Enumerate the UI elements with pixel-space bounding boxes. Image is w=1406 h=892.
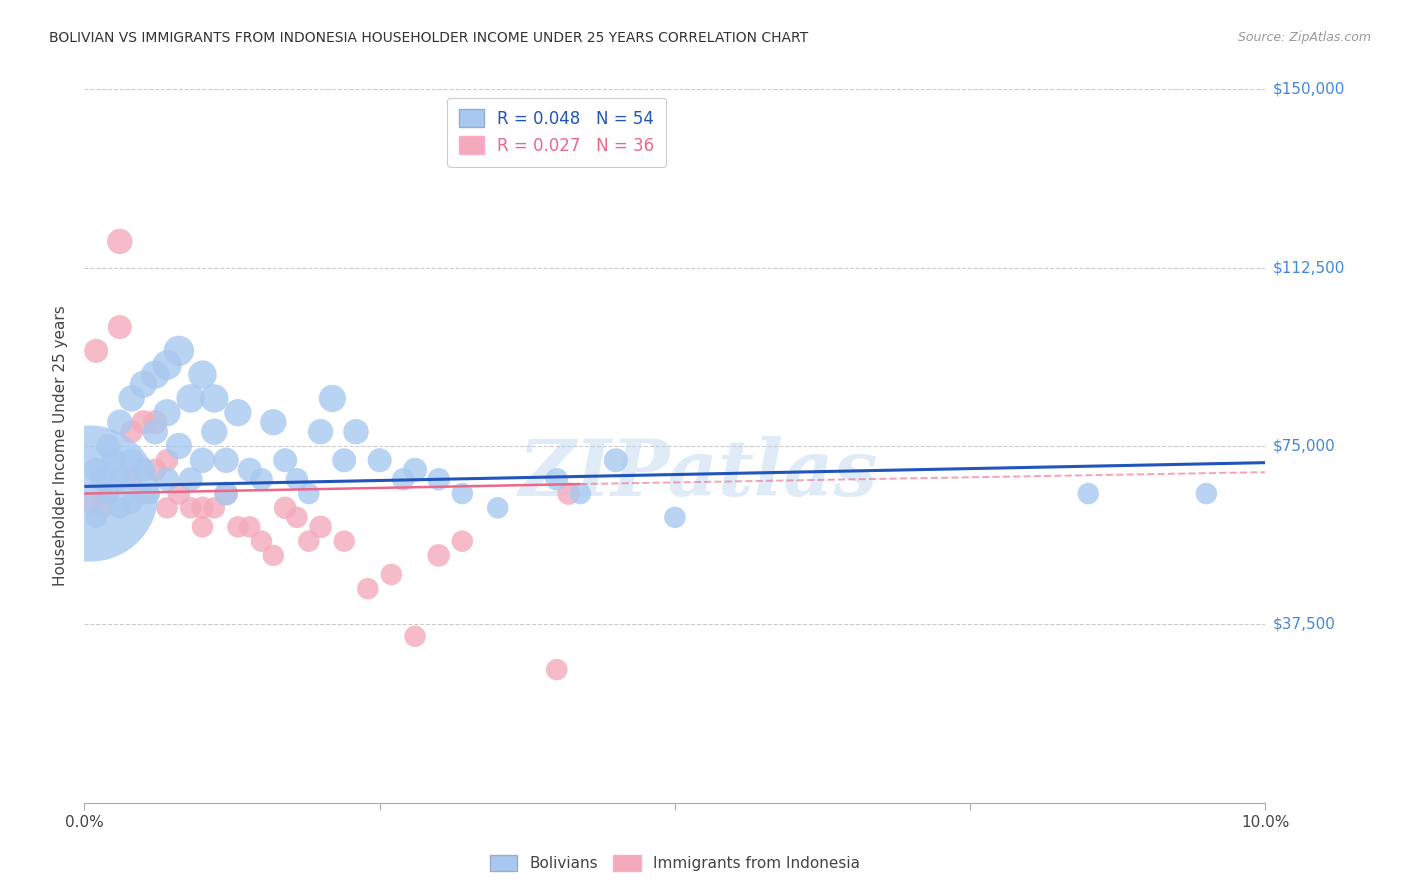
Point (121, 453, 143, 467)
Point (1077, 486, 1099, 500)
Legend: Bolivians, Immigrants from Indonesia: Bolivians, Immigrants from Indonesia (484, 849, 866, 877)
Point (132, 486, 155, 500)
Point (91, 472, 114, 486)
Text: Source: ZipAtlas.com: Source: ZipAtlas.com (1237, 31, 1371, 45)
Point (108, 320, 131, 334)
Point (368, 453, 391, 467)
Point (121, 496, 143, 510)
Point (84, 343, 107, 358)
Text: ZIPatlas: ZIPatlas (519, 436, 879, 513)
Point (167, 486, 190, 500)
Point (191, 520, 214, 534)
Point (156, 358, 179, 372)
Point (250, 472, 273, 486)
Point (605, 453, 627, 467)
Point (79, 486, 101, 500)
Point (262, 415, 284, 429)
Point (108, 235, 131, 249)
Point (97, 486, 120, 500)
Point (215, 486, 238, 500)
Point (333, 534, 356, 549)
Point (239, 463, 262, 477)
Point (321, 392, 343, 406)
Point (202, 392, 225, 406)
Point (138, 486, 160, 500)
Point (202, 425, 225, 439)
Point (143, 368, 166, 382)
Point (546, 472, 568, 486)
Point (180, 500, 202, 515)
Point (132, 377, 155, 392)
Point (97, 486, 120, 500)
Point (202, 500, 225, 515)
Text: $150,000: $150,000 (1272, 82, 1344, 96)
Point (215, 453, 238, 467)
Point (132, 463, 155, 477)
Point (226, 406, 249, 420)
Point (274, 453, 297, 467)
Text: $112,500: $112,500 (1272, 260, 1344, 275)
Point (1195, 486, 1218, 500)
Point (298, 534, 321, 549)
Point (569, 486, 592, 500)
Point (121, 472, 143, 486)
Point (451, 486, 474, 500)
Point (97, 439, 120, 453)
Point (309, 425, 332, 439)
Point (108, 500, 131, 515)
Point (486, 500, 509, 515)
Text: $75,000: $75,000 (1272, 439, 1336, 453)
Point (103, 453, 125, 467)
Point (427, 549, 450, 563)
Point (333, 453, 356, 467)
Point (380, 567, 402, 582)
Text: $37,500: $37,500 (1272, 617, 1336, 632)
Point (143, 463, 166, 477)
Point (132, 415, 155, 429)
Point (156, 472, 179, 486)
Point (357, 582, 380, 596)
Point (121, 392, 143, 406)
Point (108, 472, 131, 486)
Point (180, 472, 202, 486)
Point (226, 520, 249, 534)
Point (427, 472, 450, 486)
Y-axis label: Householder Income Under 25 years: Householder Income Under 25 years (53, 306, 69, 586)
Point (309, 520, 332, 534)
Point (285, 510, 308, 524)
Point (344, 425, 367, 439)
Point (451, 534, 474, 549)
Point (79, 496, 101, 510)
Point (404, 629, 426, 643)
Point (156, 500, 179, 515)
Point (84, 463, 107, 477)
Point (143, 415, 166, 429)
Point (167, 343, 190, 358)
Point (546, 663, 568, 677)
Point (191, 453, 214, 467)
Point (167, 439, 190, 453)
Point (664, 510, 686, 524)
Point (180, 392, 202, 406)
Point (298, 486, 321, 500)
Point (262, 549, 284, 563)
Text: BOLIVIAN VS IMMIGRANTS FROM INDONESIA HOUSEHOLDER INCOME UNDER 25 YEARS CORRELAT: BOLIVIAN VS IMMIGRANTS FROM INDONESIA HO… (49, 31, 808, 45)
Point (274, 500, 297, 515)
Point (91, 500, 114, 515)
Point (239, 520, 262, 534)
Point (156, 406, 179, 420)
Point (215, 486, 238, 500)
Point (392, 472, 415, 486)
Point (143, 425, 166, 439)
Point (404, 463, 426, 477)
Point (121, 425, 143, 439)
Point (191, 500, 214, 515)
Point (156, 453, 179, 467)
Point (250, 534, 273, 549)
Point (285, 472, 308, 486)
Point (557, 486, 579, 500)
Point (191, 368, 214, 382)
Point (108, 415, 131, 429)
Point (84, 510, 107, 524)
